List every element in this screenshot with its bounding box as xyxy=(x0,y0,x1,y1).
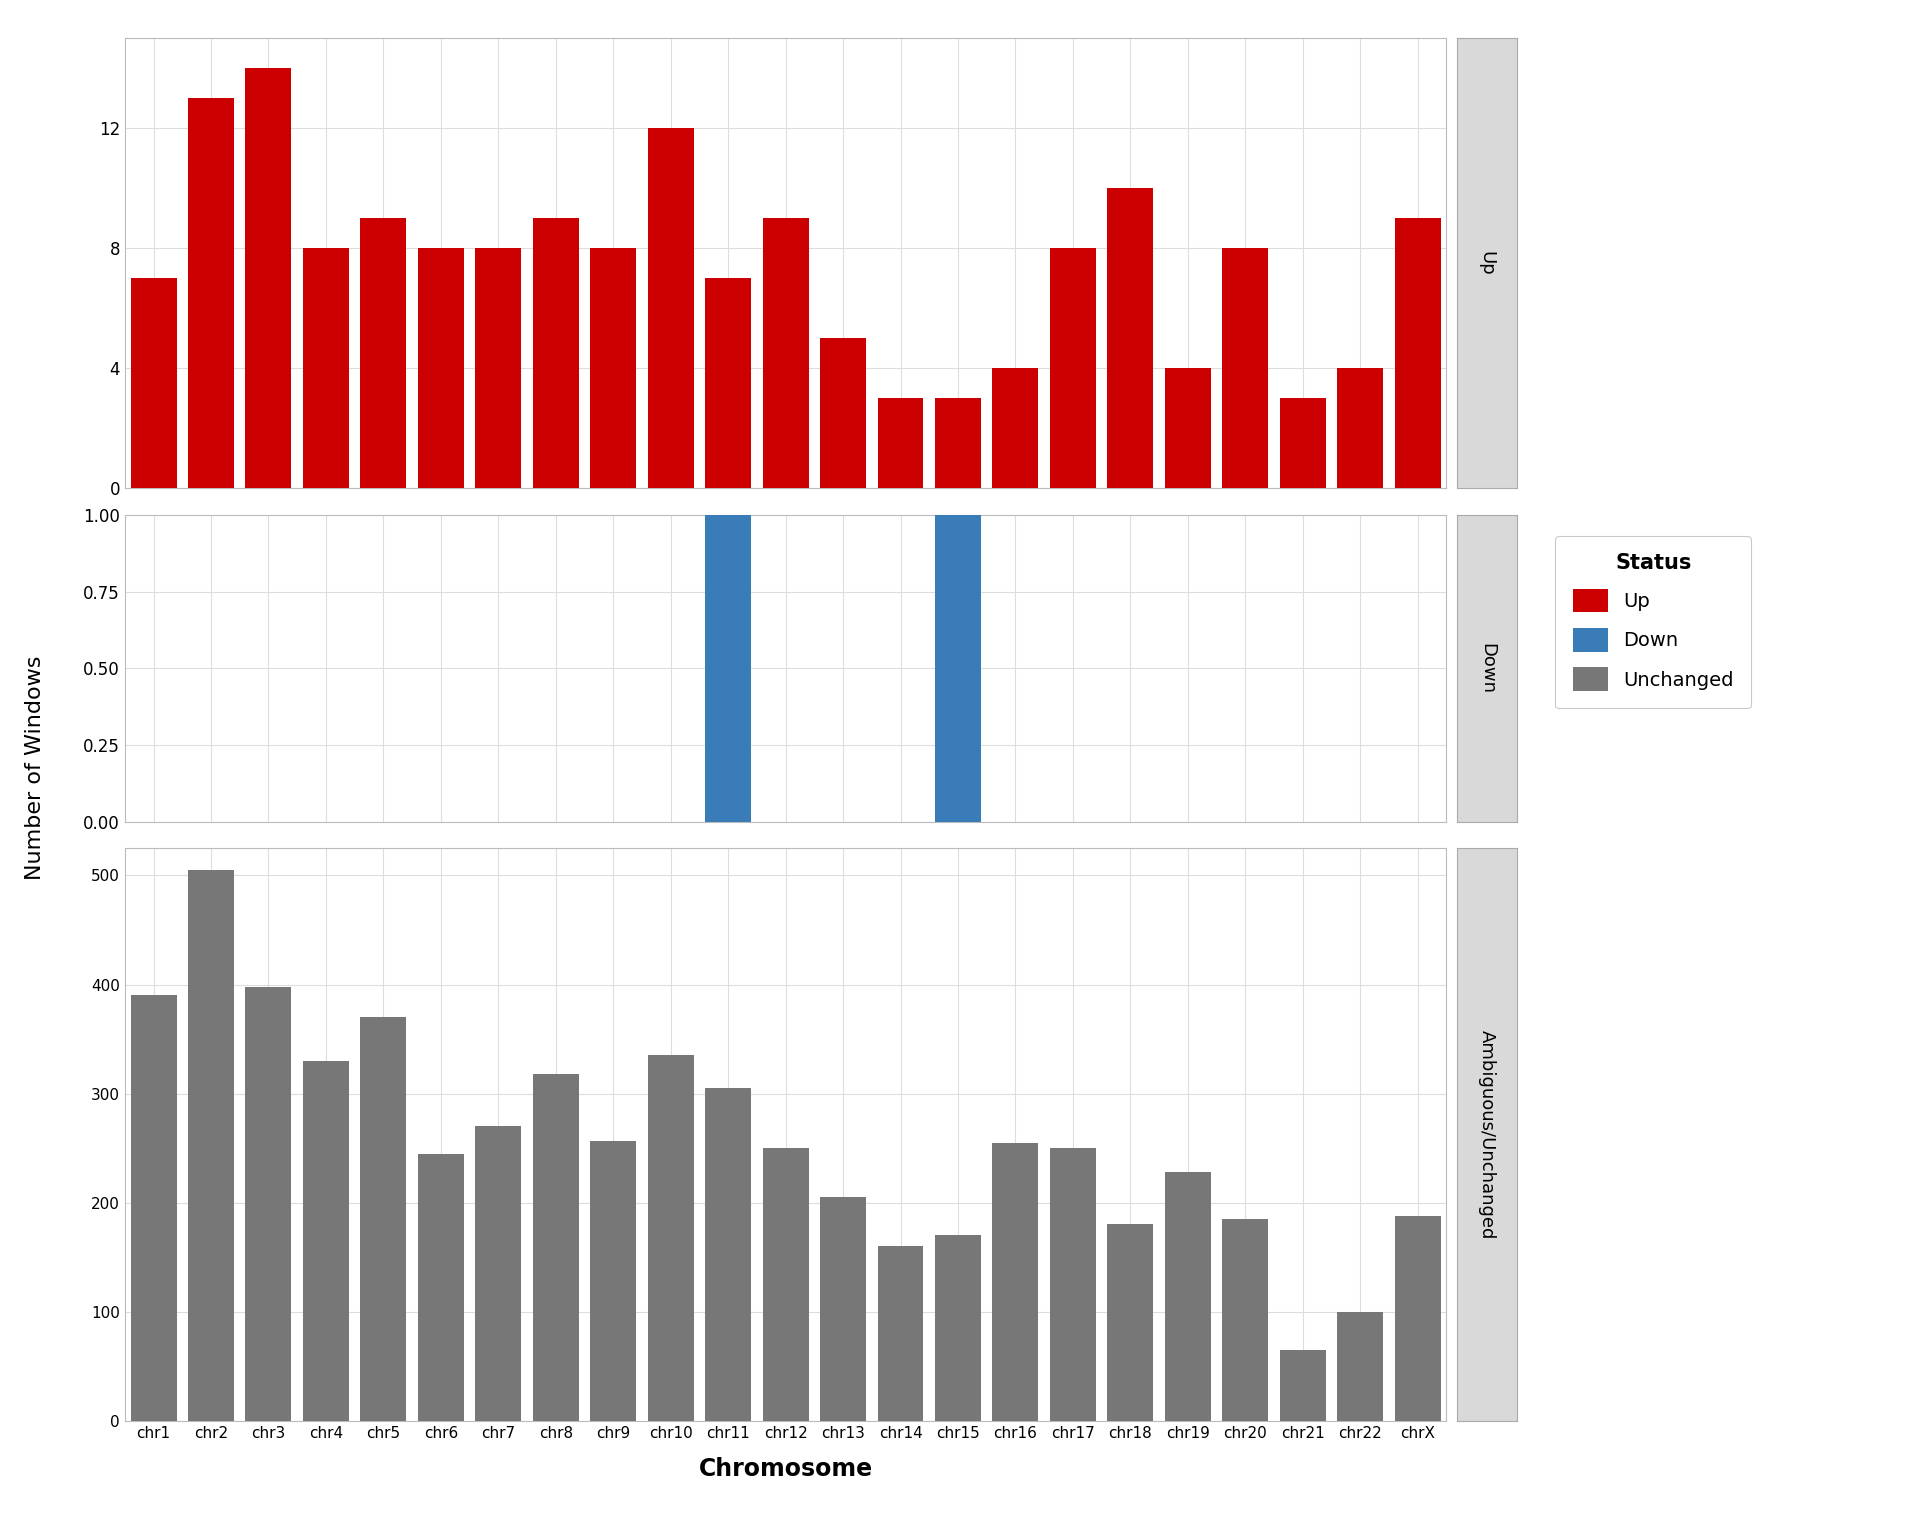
Text: Number of Windows: Number of Windows xyxy=(25,656,44,880)
Bar xyxy=(993,369,1039,488)
Bar xyxy=(1050,249,1096,488)
X-axis label: Chromosome: Chromosome xyxy=(699,1458,874,1481)
Bar xyxy=(589,249,636,488)
Bar xyxy=(705,1087,751,1421)
Bar xyxy=(1336,1312,1382,1421)
Text: Ambiguous/Unchanged: Ambiguous/Unchanged xyxy=(1478,1029,1496,1240)
Bar xyxy=(705,515,751,822)
Bar xyxy=(647,129,693,488)
Bar xyxy=(705,278,751,488)
Text: Up: Up xyxy=(1478,250,1496,276)
Bar xyxy=(1281,398,1325,488)
Bar xyxy=(532,218,578,488)
Bar xyxy=(1394,1217,1440,1421)
Bar xyxy=(1281,1350,1325,1421)
Bar xyxy=(188,98,234,488)
Bar xyxy=(361,1017,407,1421)
Bar xyxy=(1336,369,1382,488)
Bar xyxy=(589,1141,636,1421)
Bar xyxy=(532,1074,578,1421)
Bar xyxy=(820,1197,866,1421)
Text: Down: Down xyxy=(1478,642,1496,694)
Bar xyxy=(1165,1172,1212,1421)
Bar xyxy=(877,1246,924,1421)
Bar xyxy=(762,1147,808,1421)
Bar xyxy=(476,1126,520,1421)
Bar xyxy=(303,1061,349,1421)
Bar xyxy=(361,218,407,488)
Bar xyxy=(935,515,981,822)
Bar xyxy=(131,995,177,1421)
Bar xyxy=(935,1235,981,1421)
Bar xyxy=(246,986,292,1421)
Bar xyxy=(1108,1224,1154,1421)
Bar xyxy=(131,278,177,488)
Bar xyxy=(647,1055,693,1421)
Bar xyxy=(820,338,866,488)
Legend: Up, Down, Unchanged: Up, Down, Unchanged xyxy=(1555,536,1751,708)
Bar xyxy=(1108,189,1154,488)
Bar xyxy=(1165,369,1212,488)
Bar xyxy=(1223,1220,1269,1421)
Bar xyxy=(419,1154,465,1421)
Bar xyxy=(877,398,924,488)
Bar xyxy=(476,249,520,488)
Bar xyxy=(246,69,292,488)
Bar xyxy=(993,1143,1039,1421)
Bar xyxy=(1050,1147,1096,1421)
Bar xyxy=(303,249,349,488)
Bar xyxy=(935,398,981,488)
Bar xyxy=(188,869,234,1421)
Bar xyxy=(1394,218,1440,488)
Bar xyxy=(1223,249,1269,488)
Bar xyxy=(762,218,808,488)
Bar xyxy=(419,249,465,488)
